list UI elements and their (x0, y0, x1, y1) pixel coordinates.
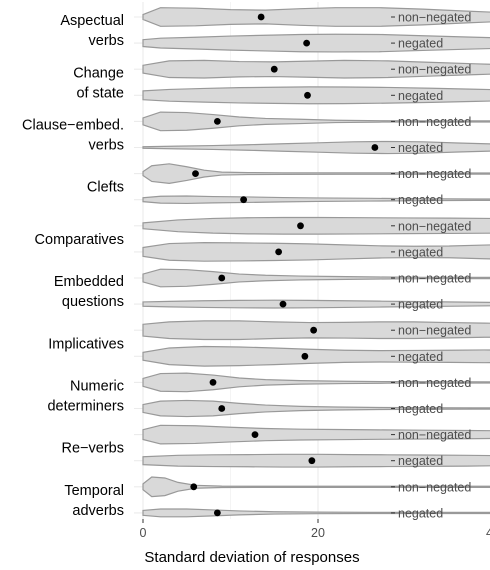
category-label-line: Comparatives (35, 232, 124, 248)
category-label-line: Temporal (64, 483, 124, 499)
category-label: Aspectual verbs (60, 13, 124, 49)
mean-point (190, 483, 198, 491)
violin-shape (142, 268, 490, 288)
violin-shape (142, 299, 490, 309)
violin-shape (142, 163, 490, 185)
row-label: negated (398, 89, 443, 103)
mean-point (213, 118, 221, 125)
category-label: Implicatives (48, 336, 124, 352)
category-label-line: Numeric (70, 378, 124, 394)
violin-layer (142, 7, 490, 518)
mean-point (270, 65, 278, 73)
category-label: Comparatives (35, 232, 124, 248)
category-label-line: questions (62, 294, 124, 310)
category-label: Clefts (87, 180, 124, 196)
category-label-line: Aspectual (60, 13, 124, 29)
mean-point (304, 91, 311, 99)
category-label-line: Embedded (54, 274, 124, 290)
violin-shape (142, 111, 490, 132)
row-label: non−negated (398, 11, 471, 25)
violin-shape (142, 508, 490, 518)
mean-point (303, 39, 311, 47)
row-label: non−negated (398, 219, 471, 233)
row-label: non−negated (398, 272, 471, 286)
violin-shape (142, 216, 490, 235)
mean-point (209, 379, 217, 386)
row-label: non−negated (398, 376, 471, 390)
mean-point (275, 248, 283, 256)
violin-shape (142, 86, 490, 105)
violin-shape (142, 7, 490, 27)
violin-shape (142, 372, 490, 393)
category-label: Temporal adverbs (64, 483, 124, 519)
category-label-line: Re−verbs (62, 441, 124, 457)
x-tick-label: 40 (486, 526, 490, 540)
row-label: non−negated (398, 63, 471, 77)
row-label: non−negated (398, 324, 471, 338)
category-label-line: Change (73, 65, 124, 81)
row-label: negated (398, 298, 443, 312)
row-label: non−negated (398, 115, 471, 129)
row-label: non−negated (398, 480, 471, 494)
mean-point (301, 352, 309, 360)
violin-shape (142, 424, 490, 445)
mean-point-layer (190, 13, 379, 517)
violin-shape (142, 59, 490, 79)
row-label: negated (398, 193, 443, 207)
mean-point (213, 509, 221, 517)
category-label-line: Clefts (87, 180, 124, 196)
mean-point (308, 457, 316, 465)
category-label-line: adverbs (72, 503, 124, 519)
mean-point (192, 170, 199, 178)
label-layer: non−negated negated Aspectual verbs non−nega… (22, 11, 471, 521)
violin-shape (142, 241, 490, 262)
category-label-line: of state (76, 85, 124, 101)
mean-point (371, 144, 379, 151)
mean-point (218, 405, 226, 412)
mean-point (297, 222, 304, 230)
violin-shape (142, 399, 490, 418)
violin-shape (142, 345, 490, 367)
mean-point (279, 300, 287, 308)
x-axis: 0 20 40 (140, 519, 490, 540)
row-label: non−negated (398, 428, 471, 442)
row-label: negated (398, 350, 443, 364)
violin-shape (142, 453, 490, 468)
violin-shape (142, 476, 490, 498)
violin-shape (142, 140, 490, 155)
mean-point (257, 13, 265, 21)
category-label: Re−verbs (62, 441, 124, 457)
category-label: Numeric determiners (47, 378, 124, 414)
row-label: non−negated (398, 167, 471, 181)
category-label-line: determiners (47, 398, 124, 414)
mean-point (240, 196, 248, 204)
category-label-line: Implicatives (48, 336, 124, 352)
row-label: negated (398, 245, 443, 259)
x-tick-label: 0 (140, 526, 147, 540)
row-label: negated (398, 141, 443, 155)
violin-shape (142, 33, 490, 53)
violin-shape (142, 195, 490, 205)
row-label: negated (398, 37, 443, 51)
category-label-line: verbs (89, 137, 124, 153)
category-label: Clause−embed. verbs (22, 117, 124, 153)
row-label: negated (398, 402, 443, 416)
category-label-line: Clause−embed. (22, 117, 124, 133)
mean-point (251, 431, 259, 438)
mean-point (218, 274, 226, 282)
category-label: Embedded questions (54, 274, 124, 310)
category-label: Change of state (73, 65, 124, 101)
mean-point (310, 326, 318, 334)
row-label: negated (398, 454, 443, 468)
row-label: negated (398, 506, 443, 520)
category-label-line: verbs (89, 33, 124, 49)
x-axis-title: Standard deviation of responses (144, 549, 359, 566)
x-tick-label: 20 (311, 526, 325, 540)
